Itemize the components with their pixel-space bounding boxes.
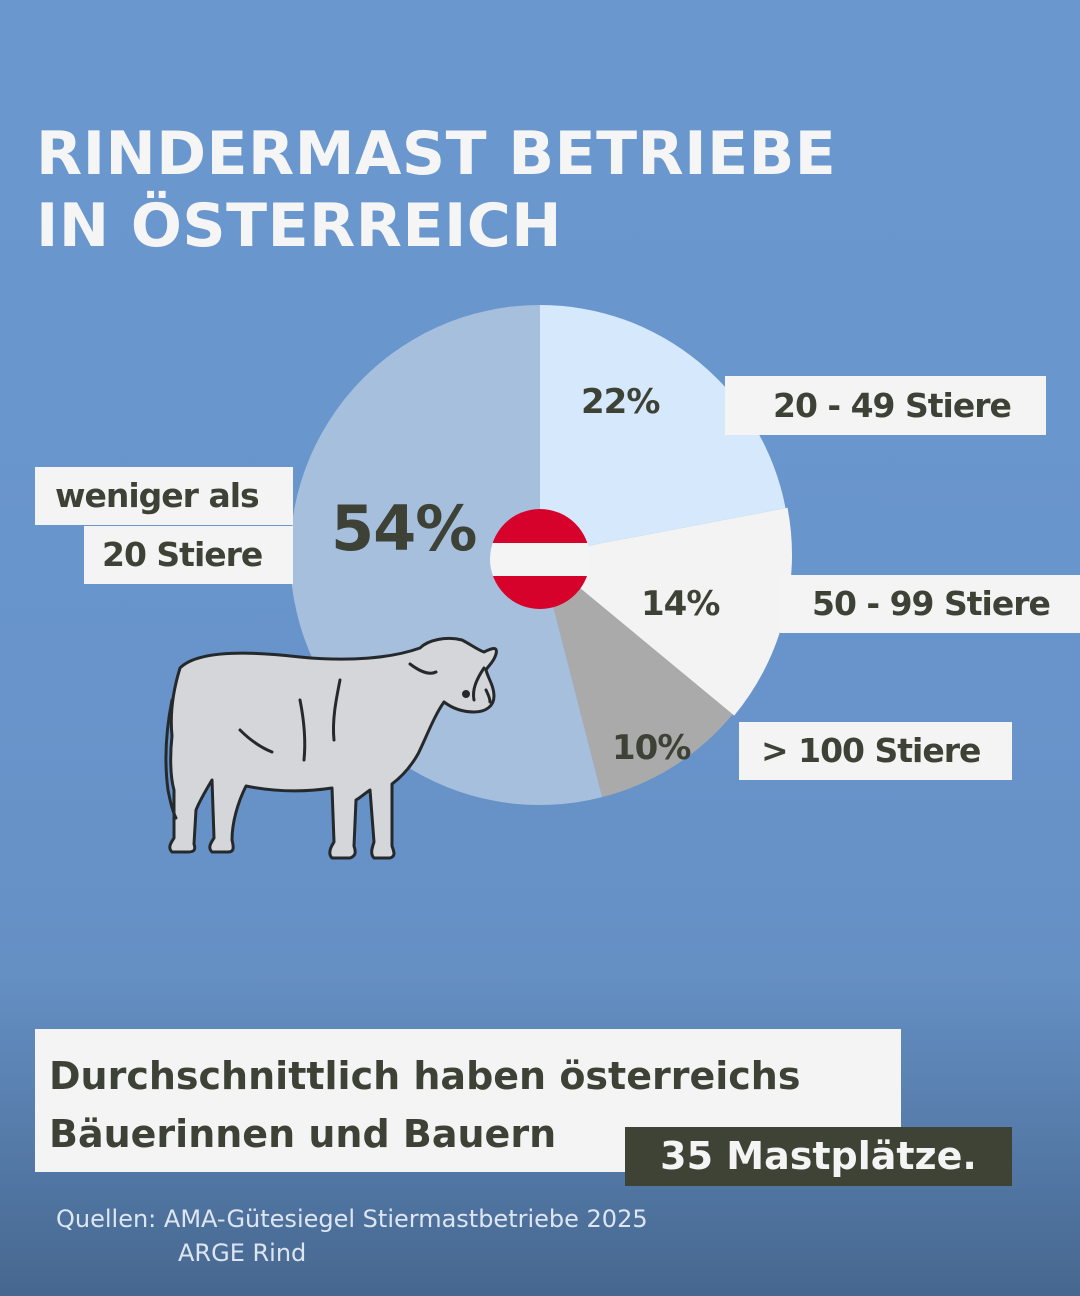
note-line-1: Durchschnittlich haben österreichs bbox=[49, 1054, 801, 1098]
pct-label-20-49: 22% bbox=[581, 382, 660, 422]
title-line-2: IN ÖSTERREICH bbox=[36, 191, 563, 261]
legend-text-under-20-line-2: 20 Stiere bbox=[102, 535, 263, 574]
legend-text-under-20-line-1: weniger als bbox=[55, 476, 260, 515]
legend-text-50-99: 50 - 99 Stiere bbox=[812, 584, 1051, 623]
legend-label-over-100: > 100 Stiere bbox=[739, 722, 1012, 780]
pct-label-50-99: 14% bbox=[641, 584, 720, 624]
average-highlight: 35 Mastplätze. bbox=[625, 1127, 1012, 1186]
pie-slice-50-99 bbox=[540, 507, 793, 716]
pie-slice-20-49 bbox=[540, 305, 786, 555]
source-line-1: Quellen: AMA-Gütesiegel Stiermastbetrieb… bbox=[56, 1205, 648, 1233]
legend-label-under-20-line-2: 20 Stiere bbox=[84, 526, 293, 584]
title-line-1: RINDERMAST BETRIEBE bbox=[36, 119, 837, 189]
average-note: Durchschnittlich haben österreichs Bäuer… bbox=[35, 1029, 901, 1172]
legend-label-20-49: 20 - 49 Stiere bbox=[725, 376, 1046, 435]
legend-text-20-49: 20 - 49 Stiere bbox=[773, 386, 1012, 425]
source-line-2: ARGE Rind bbox=[178, 1239, 307, 1267]
source-text: Quellen: AMA-Gütesiegel Stiermastbetrieb… bbox=[56, 1202, 648, 1270]
pie-slice-over-100 bbox=[540, 555, 733, 798]
note-line-2: Bäuerinnen und Bauern bbox=[49, 1112, 557, 1156]
legend-label-50-99: 50 - 99 Stiere bbox=[780, 575, 1080, 633]
cow-icon bbox=[164, 636, 498, 860]
page-title: RINDERMAST BETRIEBE IN ÖSTERREICH bbox=[36, 118, 836, 262]
legend-label-under-20-line-1: weniger als bbox=[35, 467, 293, 525]
legend-text-over-100: > 100 Stiere bbox=[761, 731, 981, 770]
pct-label-under-20: 54% bbox=[331, 492, 477, 565]
pct-label-over-100: 10% bbox=[612, 728, 691, 768]
